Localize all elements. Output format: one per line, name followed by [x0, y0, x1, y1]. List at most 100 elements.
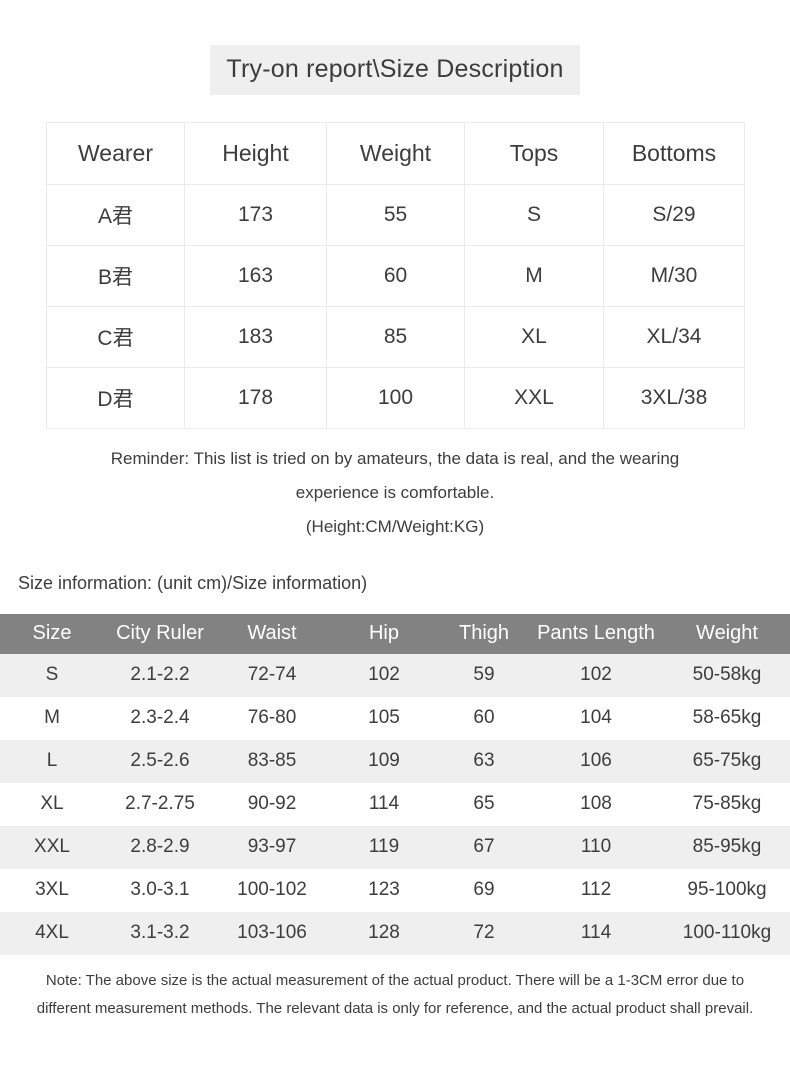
tryon-cell-bottoms: M/30: [603, 244, 745, 307]
table-row: 4XL 3.1-3.2 103-106 128 72 114 100-110kg: [0, 911, 790, 955]
size-cell-size: M: [0, 696, 104, 740]
size-cell-waist: 76-80: [216, 696, 328, 740]
size-cell-city-ruler: 2.5-2.6: [104, 739, 216, 783]
table-row: S 2.1-2.2 72-74 102 59 102 50-58kg: [0, 653, 790, 697]
tryon-cell-wearer: B君: [46, 244, 185, 307]
size-cell-pants-length: 114: [528, 911, 664, 955]
size-cell-waist: 100-102: [216, 868, 328, 912]
size-header-weight: Weight: [664, 613, 790, 654]
size-header-hip: Hip: [328, 613, 440, 654]
page-title: Try-on report\Size Description: [210, 45, 580, 95]
tryon-report-table: Wearer Height Weight Tops Bottoms A君 173…: [46, 121, 745, 429]
size-cell-hip: 102: [328, 653, 440, 697]
size-cell-weight: 65-75kg: [664, 739, 790, 783]
size-cell-weight: 75-85kg: [664, 782, 790, 826]
size-cell-size: 3XL: [0, 868, 104, 912]
size-cell-weight: 58-65kg: [664, 696, 790, 740]
size-cell-weight: 85-95kg: [664, 825, 790, 869]
footer-note-line-1: Note: The above size is the actual measu…: [45, 971, 745, 989]
size-header-row: Size City Ruler Waist Hip Thigh Pants Le…: [0, 613, 790, 654]
tryon-cell-bottoms: 3XL/38: [603, 366, 745, 429]
size-cell-hip: 114: [328, 782, 440, 826]
size-cell-pants-length: 104: [528, 696, 664, 740]
tryon-header-height: Height: [184, 121, 327, 185]
size-cell-size: S: [0, 653, 104, 697]
tryon-cell-wearer: D君: [46, 366, 185, 429]
table-row: M 2.3-2.4 76-80 105 60 104 58-65kg: [0, 696, 790, 740]
table-row: A君 173 55 S S/29: [46, 183, 745, 246]
reminder-line-3: (Height:CM/Weight:KG): [305, 516, 485, 536]
tryon-cell-bottoms: S/29: [603, 183, 745, 246]
size-cell-thigh: 60: [440, 696, 528, 740]
size-cell-pants-length: 112: [528, 868, 664, 912]
size-cell-city-ruler: 2.8-2.9: [104, 825, 216, 869]
table-row: B君 163 60 M M/30: [46, 244, 745, 307]
tryon-cell-weight: 55: [326, 183, 465, 246]
size-header-pants-length: Pants Length: [528, 613, 664, 654]
size-cell-hip: 128: [328, 911, 440, 955]
size-information-label: Size information: (unit cm)/Size informa…: [18, 572, 368, 593]
table-row: L 2.5-2.6 83-85 109 63 106 65-75kg: [0, 739, 790, 783]
tryon-header-tops: Tops: [464, 121, 604, 185]
size-cell-hip: 109: [328, 739, 440, 783]
tryon-cell-wearer: C君: [46, 305, 185, 368]
footer-note-line-2: different measurement methods. The relev…: [36, 999, 754, 1017]
size-cell-pants-length: 108: [528, 782, 664, 826]
size-cell-size: L: [0, 739, 104, 783]
table-row: XXL 2.8-2.9 93-97 119 67 110 85-95kg: [0, 825, 790, 869]
size-cell-size: 4XL: [0, 911, 104, 955]
table-row: D君 178 100 XXL 3XL/38: [46, 366, 745, 429]
size-cell-pants-length: 106: [528, 739, 664, 783]
size-cell-city-ruler: 3.0-3.1: [104, 868, 216, 912]
tryon-cell-height: 163: [184, 244, 327, 307]
tryon-header-row: Wearer Height Weight Tops Bottoms: [46, 121, 745, 185]
size-cell-pants-length: 110: [528, 825, 664, 869]
size-cell-city-ruler: 2.7-2.75: [104, 782, 216, 826]
tryon-report-table-container: Wearer Height Weight Tops Bottoms A君 173…: [46, 121, 745, 429]
reminder-line-2: experience is comfortable.: [295, 482, 495, 502]
size-cell-waist: 83-85: [216, 739, 328, 783]
reminder-text: Reminder: This list is tried on by amate…: [45, 442, 745, 544]
size-cell-city-ruler: 2.1-2.2: [104, 653, 216, 697]
size-cell-pants-length: 102: [528, 653, 664, 697]
size-header-city-ruler: City Ruler: [104, 613, 216, 654]
tryon-cell-weight: 100: [326, 366, 465, 429]
tryon-cell-height: 183: [184, 305, 327, 368]
tryon-cell-height: 173: [184, 183, 327, 246]
tryon-header-weight: Weight: [326, 121, 465, 185]
size-cell-waist: 90-92: [216, 782, 328, 826]
tryon-header-bottoms: Bottoms: [603, 121, 745, 185]
size-cell-waist: 72-74: [216, 653, 328, 697]
size-cell-thigh: 72: [440, 911, 528, 955]
tryon-cell-wearer: A君: [46, 183, 185, 246]
tryon-cell-tops: XXL: [464, 366, 604, 429]
size-cell-city-ruler: 3.1-3.2: [104, 911, 216, 955]
size-cell-city-ruler: 2.3-2.4: [104, 696, 216, 740]
size-cell-size: XL: [0, 782, 104, 826]
tryon-cell-weight: 85: [326, 305, 465, 368]
size-cell-hip: 119: [328, 825, 440, 869]
footer-note: Note: The above size is the actual measu…: [24, 967, 766, 1023]
size-cell-thigh: 69: [440, 868, 528, 912]
size-header-thigh: Thigh: [440, 613, 528, 654]
reminder-line-1: Reminder: This list is tried on by amate…: [110, 448, 680, 468]
size-cell-hip: 123: [328, 868, 440, 912]
tryon-cell-tops: XL: [464, 305, 604, 368]
size-cell-waist: 93-97: [216, 825, 328, 869]
size-cell-thigh: 67: [440, 825, 528, 869]
size-cell-weight: 100-110kg: [664, 911, 790, 955]
size-cell-size: XXL: [0, 825, 104, 869]
table-row: 3XL 3.0-3.1 100-102 123 69 112 95-100kg: [0, 868, 790, 912]
size-cell-thigh: 59: [440, 653, 528, 697]
tryon-header-wearer: Wearer: [46, 121, 185, 185]
tryon-cell-tops: S: [464, 183, 604, 246]
tryon-cell-weight: 60: [326, 244, 465, 307]
tryon-cell-bottoms: XL/34: [603, 305, 745, 368]
size-cell-waist: 103-106: [216, 911, 328, 955]
table-row: C君 183 85 XL XL/34: [46, 305, 745, 368]
size-information-table: Size City Ruler Waist Hip Thigh Pants Le…: [0, 613, 790, 955]
size-header-size: Size: [0, 613, 104, 654]
size-cell-hip: 105: [328, 696, 440, 740]
size-cell-thigh: 63: [440, 739, 528, 783]
size-cell-weight: 50-58kg: [664, 653, 790, 697]
